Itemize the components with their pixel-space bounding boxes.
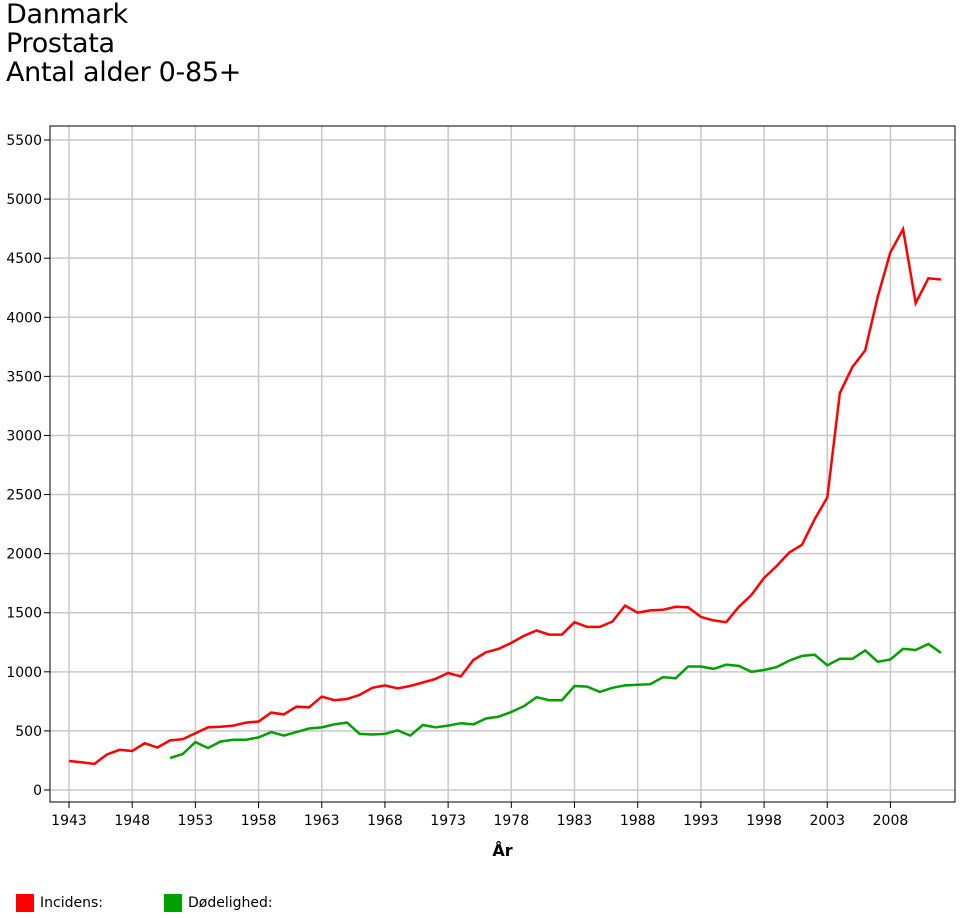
x-tick-label: 1963: [304, 813, 340, 829]
y-tick-label: 5000: [6, 192, 42, 208]
y-tick-label: 0: [33, 783, 42, 799]
x-tick-label: 1953: [178, 813, 214, 829]
title-country: Danmark: [6, 0, 128, 30]
x-tick-label: 1958: [241, 813, 277, 829]
y-tick-label: 1000: [6, 665, 42, 681]
x-tick-label: 1943: [51, 813, 87, 829]
y-tick-label: 1500: [6, 606, 42, 622]
y-tick-label: 3500: [6, 369, 42, 385]
x-tick-label: 1988: [620, 813, 656, 829]
x-tick-label: 1993: [683, 813, 719, 829]
legend: Incidens: Dødelighed:: [0, 894, 960, 918]
plot-area-border: [49, 125, 956, 803]
x-tick-label: 1973: [430, 813, 466, 829]
legend-item-incidens: Incidens:: [16, 894, 103, 912]
y-tick-label: 2000: [6, 547, 42, 563]
y-tick-label: 4500: [6, 251, 42, 267]
chart-title: Danmark Prostata Antal alder 0-85+: [6, 0, 241, 87]
y-tick-label: 2500: [6, 488, 42, 504]
x-tick-label: 1983: [557, 813, 593, 829]
series-line-dodelighed: [169, 642, 942, 760]
legend-label-incidens: Incidens:: [40, 895, 103, 911]
legend-swatch-incidens: [16, 894, 34, 912]
legend-label-dodelighed: Dødelighed:: [188, 895, 273, 911]
legend-item-dodelighed: Dødelighed:: [164, 894, 273, 912]
title-measure: Antal alder 0-85+: [6, 57, 242, 88]
y-tick-label: 5500: [6, 133, 42, 149]
x-tick-label: 1978: [493, 813, 529, 829]
series-line-incidens: [68, 225, 942, 766]
legend-swatch-dodelighed: [164, 894, 182, 912]
x-axis-label: År: [492, 841, 512, 860]
x-tick-label: 1968: [367, 813, 403, 829]
x-tick-label: 2008: [873, 813, 909, 829]
y-tick-label: 4000: [6, 310, 42, 326]
grid-lines: [50, 126, 955, 802]
x-tick-label: 1998: [746, 813, 782, 829]
title-cancer-type: Prostata: [6, 28, 115, 59]
x-tick-label: 1948: [114, 813, 150, 829]
series-lines: [68, 225, 942, 766]
line-chart: 1943 1948 1953 1958 1963 1968 1973 1978 1983 1988…: [6, 125, 956, 860]
x-tick-label: 2003: [809, 813, 845, 829]
y-tick-label: 500: [15, 724, 42, 740]
x-axis-ticks: 1943 1948 1953 1958 1963 1968 1973 1978 1983 1988…: [51, 802, 908, 829]
y-tick-label: 3000: [6, 428, 42, 444]
y-axis-ticks: 0 500 1000 1500 2000 2500 3000 3500 4000 4500 5000…: [6, 133, 50, 799]
